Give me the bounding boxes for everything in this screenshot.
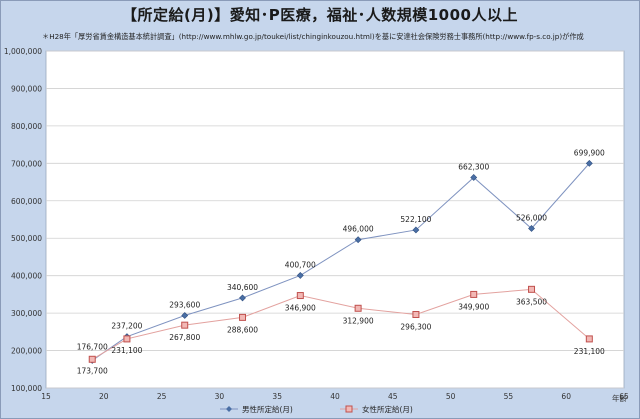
- y-tick-label: 400,000: [11, 272, 42, 281]
- data-point-marker: [585, 159, 593, 167]
- y-axis-ticks: 100,000 200,000 300,000 400,000 500,000 600,0…: [4, 47, 42, 393]
- x-axis-ticks: 15 20 25 30 35 40 45 50 55 60 65: [41, 392, 629, 401]
- data-label: 231,100: [574, 347, 605, 356]
- y-tick-label: 100,000: [11, 384, 42, 393]
- x-tick-label: 25: [157, 392, 167, 401]
- gridlines: [46, 50, 624, 389]
- data-point-marker: [585, 335, 593, 343]
- data-label: 293,600: [169, 301, 200, 310]
- x-tick-label: 40: [330, 392, 340, 401]
- data-point-marker: [123, 335, 131, 343]
- x-tick-label: 35: [272, 392, 282, 401]
- data-label: 296,300: [400, 322, 431, 331]
- x-tick-label: 15: [41, 392, 51, 401]
- source-note: ＊H28年「厚労省賃金構造基本統計調査」(http://www.mhlw.go.…: [42, 32, 584, 41]
- data-label: 400,700: [285, 260, 316, 269]
- data-label: 526,000: [516, 213, 547, 222]
- data-label: 496,000: [343, 225, 374, 234]
- y-tick-label: 600,000: [11, 197, 42, 206]
- x-axis-label: 年齢: [612, 393, 627, 403]
- x-tick-label: 60: [561, 392, 571, 401]
- legend-label: 女性所定給(月): [362, 404, 413, 414]
- data-point-marker: [470, 290, 478, 298]
- data-point-marker: [528, 225, 535, 232]
- data-point-marker: [239, 313, 247, 321]
- data-point-marker: [181, 321, 189, 329]
- data-point-marker: [354, 236, 362, 244]
- data-label: 349,900: [458, 302, 489, 311]
- data-label: 173,700: [77, 366, 108, 375]
- data-label: 288,600: [227, 325, 258, 334]
- series-line: [91, 288, 590, 360]
- data-label: 237,200: [111, 322, 142, 331]
- plot-area: [45, 50, 625, 389]
- y-tick-label: 900,000: [11, 84, 42, 93]
- y-tick-label: 500,000: [11, 234, 42, 243]
- data-point-marker: [470, 174, 478, 181]
- data-point-marker: [88, 355, 96, 363]
- series-group: 173,700 237,200 293,600 340,600 400,700 496,0…: [77, 148, 605, 375]
- legend-marker: [226, 406, 232, 412]
- data-label: 176,700: [77, 342, 108, 351]
- data-point-marker: [239, 294, 246, 302]
- y-tick-label: 700,000: [11, 159, 42, 168]
- data-label: 340,600: [227, 283, 258, 292]
- legend: 男性所定給(月) 女性所定給(月): [220, 404, 413, 414]
- legend-label: 男性所定給(月): [242, 404, 293, 414]
- data-label: 231,100: [111, 346, 142, 355]
- data-point-marker: [412, 226, 420, 234]
- y-tick-label: 200,000: [11, 347, 42, 356]
- y-tick-label: 1,000,000: [4, 47, 42, 56]
- data-point-marker: [354, 304, 362, 312]
- x-tick-label: 50: [446, 392, 456, 401]
- data-point-marker: [296, 271, 304, 279]
- x-tick-label: 20: [99, 392, 109, 401]
- data-label: 363,500: [516, 297, 547, 306]
- x-tick-label: 65: [619, 392, 629, 401]
- data-label: 662,300: [458, 162, 489, 171]
- data-point-marker: [181, 312, 189, 319]
- legend-marker: [345, 405, 353, 413]
- data-label: 267,800: [169, 333, 200, 342]
- data-point-marker: [528, 285, 536, 293]
- chart-title: 【所定給(月)】愛知･P医療，福祉･人数規模1000人以上: [122, 6, 518, 24]
- y-tick-label: 300,000: [11, 309, 42, 318]
- x-tick-label: 45: [388, 392, 398, 401]
- data-label: 312,900: [343, 316, 374, 325]
- series-line: [91, 163, 590, 361]
- x-tick-label: 30: [215, 392, 225, 401]
- y-tick-label: 800,000: [11, 122, 42, 131]
- data-label: 522,100: [400, 215, 431, 224]
- data-label: 699,900: [574, 148, 605, 157]
- data-label: 346,900: [285, 304, 316, 313]
- data-point-marker: [296, 292, 304, 300]
- x-tick-label: 55: [504, 392, 514, 401]
- data-point-marker: [412, 310, 420, 318]
